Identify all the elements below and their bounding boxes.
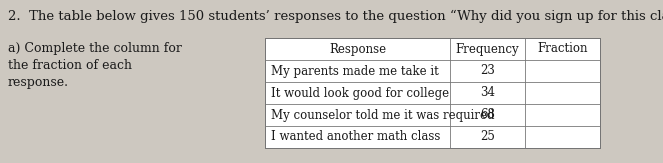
Text: 34: 34 bbox=[480, 87, 495, 99]
Text: Response: Response bbox=[329, 43, 386, 55]
Text: Fraction: Fraction bbox=[537, 43, 588, 55]
Text: a) Complete the column for: a) Complete the column for bbox=[8, 42, 182, 55]
Text: the fraction of each: the fraction of each bbox=[8, 59, 132, 72]
Text: It would look good for college: It would look good for college bbox=[271, 87, 449, 99]
Text: Frequency: Frequency bbox=[455, 43, 519, 55]
Text: My counselor told me it was required: My counselor told me it was required bbox=[271, 109, 495, 121]
Text: 23: 23 bbox=[480, 65, 495, 77]
Text: My parents made me take it: My parents made me take it bbox=[271, 65, 439, 77]
Text: 25: 25 bbox=[480, 131, 495, 143]
Bar bbox=[265, 38, 600, 148]
Text: 2.  The table below gives 150 students’ responses to the question “Why did you s: 2. The table below gives 150 students’ r… bbox=[8, 10, 663, 23]
Text: 68: 68 bbox=[480, 109, 495, 121]
Text: I wanted another math class: I wanted another math class bbox=[271, 131, 440, 143]
Text: response.: response. bbox=[8, 76, 69, 89]
